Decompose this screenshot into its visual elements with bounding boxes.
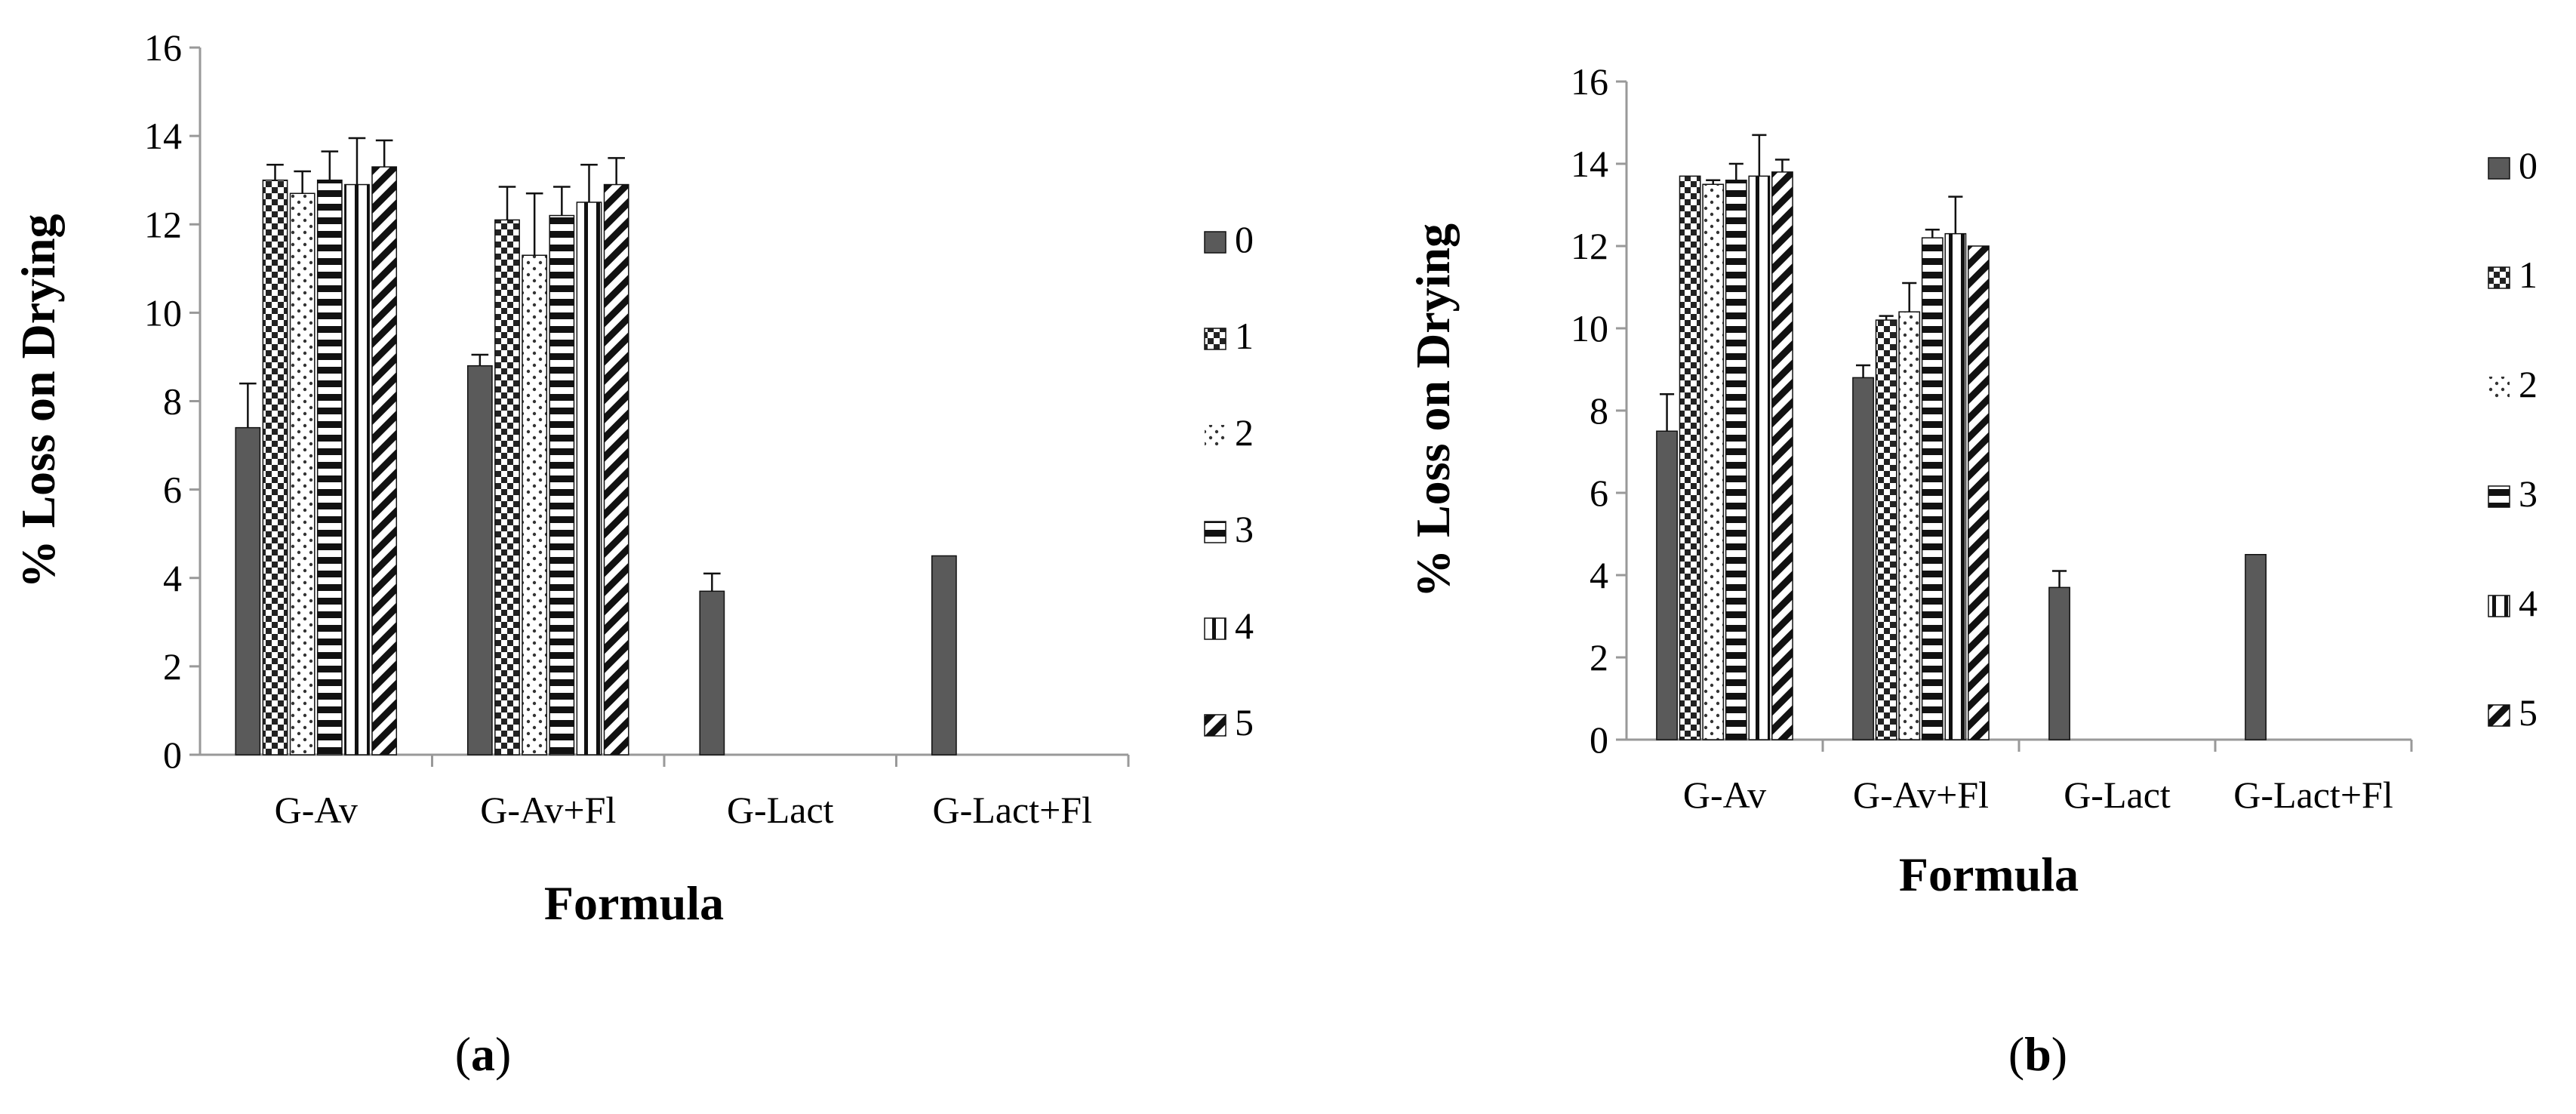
legend-swatch-4 [2488, 595, 2510, 617]
legend-label-0: 0 [1235, 218, 1254, 260]
y-tick-label: 8 [1590, 389, 1608, 432]
y-tick-label: 14 [144, 115, 182, 157]
bar-G-Lact-0 [699, 590, 725, 755]
bar-G-Av+Fl-1 [1875, 319, 1897, 740]
bar-G-Av-4 [1748, 175, 1771, 740]
y-tick-label: 6 [163, 469, 182, 511]
legend-swatch-3 [1204, 521, 1226, 543]
bar-G-Av+Fl-4 [1944, 232, 1967, 740]
bar-G-Av+Fl-0 [466, 365, 493, 755]
x-tick-label: G-Av [275, 789, 358, 831]
bar-G-Av-2 [1702, 183, 1725, 740]
bar-G-Av-0 [1656, 430, 1678, 740]
y-tick-label: 12 [144, 203, 182, 245]
y-axis-title: % Loss on Drying [1406, 223, 1460, 598]
x-tick-label: G-Lact+Fl [2233, 774, 2393, 816]
legend-label-2: 2 [1235, 411, 1254, 454]
y-tick-label: 0 [163, 734, 182, 776]
y-tick-label: 8 [163, 380, 182, 423]
y-tick-label: 16 [1571, 60, 1608, 103]
x-tick-label: G-Lact+Fl [933, 789, 1092, 831]
y-tick-label: 10 [144, 291, 182, 334]
bar-G-Av+Fl-3 [1921, 237, 1944, 740]
legend-label-4: 4 [2519, 582, 2538, 624]
legend-swatch-2 [1205, 425, 1226, 446]
y-tick-label: 16 [144, 26, 182, 69]
legend-swatch-0 [2488, 157, 2510, 180]
legend-label-1: 1 [2519, 254, 2538, 296]
bar-G-Av+Fl-5 [603, 183, 629, 755]
bar-G-Lact-0 [2048, 586, 2070, 740]
bar-G-Av-2 [289, 192, 315, 755]
bar-G-Av-0 [235, 426, 261, 755]
x-tick-label: G-Lact [2064, 774, 2171, 816]
x-tick-label: G-Av [1683, 774, 1766, 816]
panel-label: (b) [2008, 1027, 2067, 1081]
legend-label-4: 4 [1235, 605, 1254, 647]
bar-G-Lact+Fl-0 [2245, 554, 2267, 740]
bar-G-Av+Fl-2 [1898, 311, 1921, 740]
legend: 0 1 2 3 4 5 [1204, 218, 1254, 743]
legend-swatch-1 [2488, 266, 2510, 289]
legend-label-3: 3 [2519, 472, 2538, 515]
y-tick-label: 0 [1590, 719, 1608, 761]
legend-swatch-1 [1204, 328, 1226, 350]
legend-label-2: 2 [2519, 363, 2538, 405]
legend-swatch-5 [1204, 714, 1226, 737]
x-tick-label: G-Av+Fl [480, 789, 616, 831]
x-axis-title: Formula [1899, 848, 2079, 901]
bar-G-Av-1 [1679, 175, 1701, 740]
legend-label-5: 5 [1235, 701, 1254, 743]
bar-G-Av+Fl-2 [522, 254, 548, 755]
bar-G-Av-5 [371, 166, 398, 755]
x-tick-label: G-Lact [727, 789, 834, 831]
legend-label-0: 0 [2519, 144, 2538, 186]
bar-G-Av+Fl-5 [1968, 245, 1990, 740]
y-tick-label: 2 [163, 645, 182, 688]
y-axis-title: % Loss on Drying [11, 214, 65, 588]
y-tick-label: 2 [1590, 636, 1608, 679]
legend-swatch-5 [2488, 704, 2510, 727]
legend-swatch-3 [2488, 485, 2510, 508]
bar-G-Av-3 [1725, 180, 1747, 740]
legend-label-3: 3 [1235, 508, 1254, 550]
bar-G-Av+Fl-4 [576, 202, 602, 755]
y-tick-label: 12 [1571, 225, 1608, 267]
bar-G-Av-5 [1771, 171, 1793, 740]
bar-G-Av+Fl-1 [494, 219, 520, 755]
panel-label: (a) [455, 1027, 512, 1081]
legend-label-5: 5 [2519, 691, 2538, 734]
legend-swatch-0 [1204, 231, 1226, 254]
x-tick-label: G-Av+Fl [1853, 774, 1989, 816]
bar-G-Av+Fl-0 [1852, 377, 1874, 740]
legend-label-1: 1 [1235, 315, 1254, 357]
y-tick-label: 4 [1590, 554, 1608, 596]
bar-G-Av-4 [344, 183, 370, 755]
bar-G-Lact+Fl-0 [931, 555, 957, 755]
bar-G-Av-1 [262, 179, 288, 755]
legend: 0 1 2 3 4 5 [2488, 144, 2538, 734]
y-tick-label: 14 [1571, 143, 1608, 185]
y-tick-label: 6 [1590, 472, 1608, 514]
legend-swatch-4 [1204, 617, 1226, 640]
bar-G-Av-3 [316, 179, 343, 755]
y-tick-label: 10 [1571, 307, 1608, 349]
y-tick-label: 4 [163, 557, 182, 599]
legend-swatch-2 [2488, 377, 2510, 398]
bar-G-Av+Fl-3 [549, 214, 575, 755]
x-axis-title: Formula [544, 876, 724, 930]
